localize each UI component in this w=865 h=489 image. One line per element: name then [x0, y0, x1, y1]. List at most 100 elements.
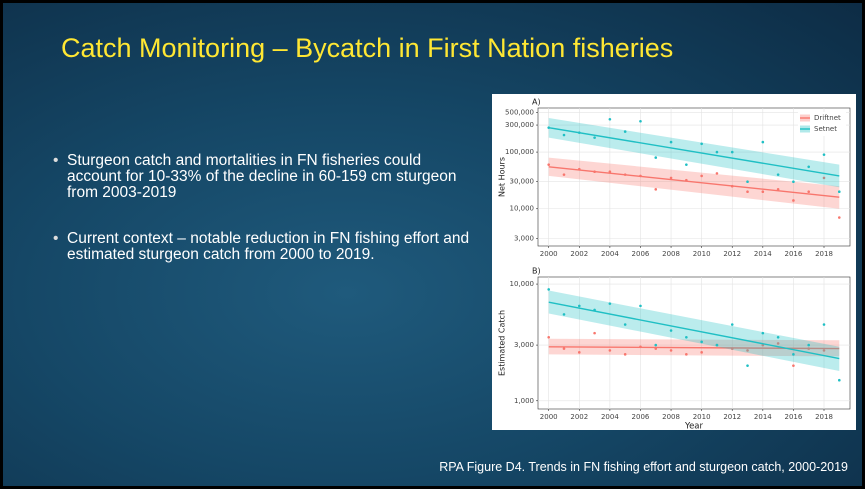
y-tick-label: 500,000: [505, 108, 534, 116]
x-tick-label: 2014: [754, 250, 772, 258]
data-point: [639, 174, 642, 178]
legend-label: Setnet: [814, 125, 837, 133]
data-point: [746, 190, 749, 193]
figure: A) 3,000 10,000 30,000 100,000 300,000 500,000…: [492, 94, 856, 430]
bullet: Sturgeon catch and mortalities in FN fis…: [51, 153, 471, 201]
x-tick-label: 2002: [570, 250, 588, 258]
x-tick-label: 2012: [723, 250, 741, 258]
data-point: [776, 173, 780, 176]
data-point: [715, 150, 719, 154]
caption: RPA Figure D4. Trends in FN fishing effo…: [439, 460, 848, 474]
data-point: [700, 340, 703, 344]
slide-title: Catch Monitoring – Bycatch in First Nati…: [61, 33, 674, 63]
x-tick-label: 2016: [784, 413, 802, 421]
data-point: [837, 216, 841, 219]
data-point: [807, 347, 811, 350]
trend-line: [548, 126, 840, 177]
data-point: [547, 126, 551, 129]
x-tick-label: 2006: [632, 250, 650, 258]
data-point: [669, 329, 673, 332]
data-point: [562, 133, 566, 137]
data-point: [593, 136, 596, 139]
data-point: [761, 190, 765, 193]
x-tick-label: 2018: [815, 413, 833, 421]
data-point: [639, 345, 642, 349]
trend-line: [548, 301, 840, 360]
data-point: [685, 178, 688, 182]
y-tick-label: 100,000: [505, 148, 534, 156]
data-point: [669, 349, 673, 352]
data-point: [792, 180, 795, 184]
x-tick-label: 2010: [693, 250, 711, 258]
y-tick-label: 3,000: [514, 341, 534, 349]
data-point: [730, 347, 734, 350]
y-tick-label: 10,000: [510, 205, 535, 213]
data-point: [654, 343, 658, 347]
data-point: [822, 323, 826, 326]
x-tick-label: 2014: [754, 413, 772, 421]
confidence-band: [548, 117, 840, 188]
data-point: [700, 142, 703, 146]
bullet-list: Sturgeon catch and mortalities in FN fis…: [51, 153, 471, 293]
x-tick-label: 2012: [723, 413, 741, 421]
y-tick-label: 3,000: [514, 234, 534, 242]
data-point: [700, 174, 703, 178]
data-point: [577, 304, 581, 308]
data-point: [608, 349, 612, 352]
data-point: [623, 130, 627, 133]
x-tick-label: 2002: [570, 413, 588, 421]
data-point: [761, 331, 765, 335]
bullet: Current context – notable reduction in F…: [51, 231, 471, 263]
x-tick-label: 2004: [601, 250, 619, 258]
data-point: [746, 349, 749, 352]
data-point: [608, 302, 612, 305]
x-tick-label: 2004: [601, 413, 619, 421]
data-point: [746, 364, 749, 367]
x-tick-label: 2000: [540, 250, 558, 258]
data-point: [623, 353, 627, 356]
data-point: [700, 351, 703, 354]
data-point: [730, 184, 734, 188]
x-tick-label: 2010: [693, 413, 711, 421]
y-axis-label: Estimated Catch: [498, 310, 507, 376]
data-point: [654, 156, 658, 159]
confidence-band: [548, 157, 840, 209]
data-point: [654, 347, 658, 350]
data-point: [776, 335, 780, 339]
data-point: [547, 288, 551, 291]
data-point: [715, 172, 719, 175]
plot-panel: [537, 276, 851, 410]
data-point: [776, 188, 780, 191]
data-point: [608, 117, 612, 121]
y-axis-label: Net Hours: [498, 157, 507, 197]
data-point: [654, 188, 658, 191]
panel-title: A): [532, 98, 541, 107]
data-point: [685, 163, 688, 166]
data-point: [562, 173, 566, 176]
data-point: [562, 313, 566, 316]
x-tick-label: 2000: [540, 413, 558, 421]
panel-title: B): [532, 267, 541, 276]
data-point: [822, 349, 826, 352]
data-point: [577, 167, 581, 171]
data-point: [807, 190, 811, 193]
data-point: [730, 150, 734, 154]
data-point: [593, 331, 596, 335]
data-point: [593, 308, 596, 312]
data-point: [837, 378, 841, 382]
data-point: [822, 153, 826, 156]
data-point: [593, 170, 596, 174]
data-point: [669, 140, 673, 144]
trend-line: [548, 346, 840, 350]
legend-box: [798, 112, 846, 136]
data-point: [761, 140, 765, 144]
trend-line: [548, 166, 840, 198]
y-tick-label: 300,000: [505, 121, 534, 129]
data-point: [608, 170, 612, 174]
x-axis-label: Year: [684, 422, 704, 431]
data-point: [776, 342, 780, 345]
data-point: [547, 163, 551, 166]
data-point: [623, 173, 627, 176]
data-point: [822, 176, 826, 180]
